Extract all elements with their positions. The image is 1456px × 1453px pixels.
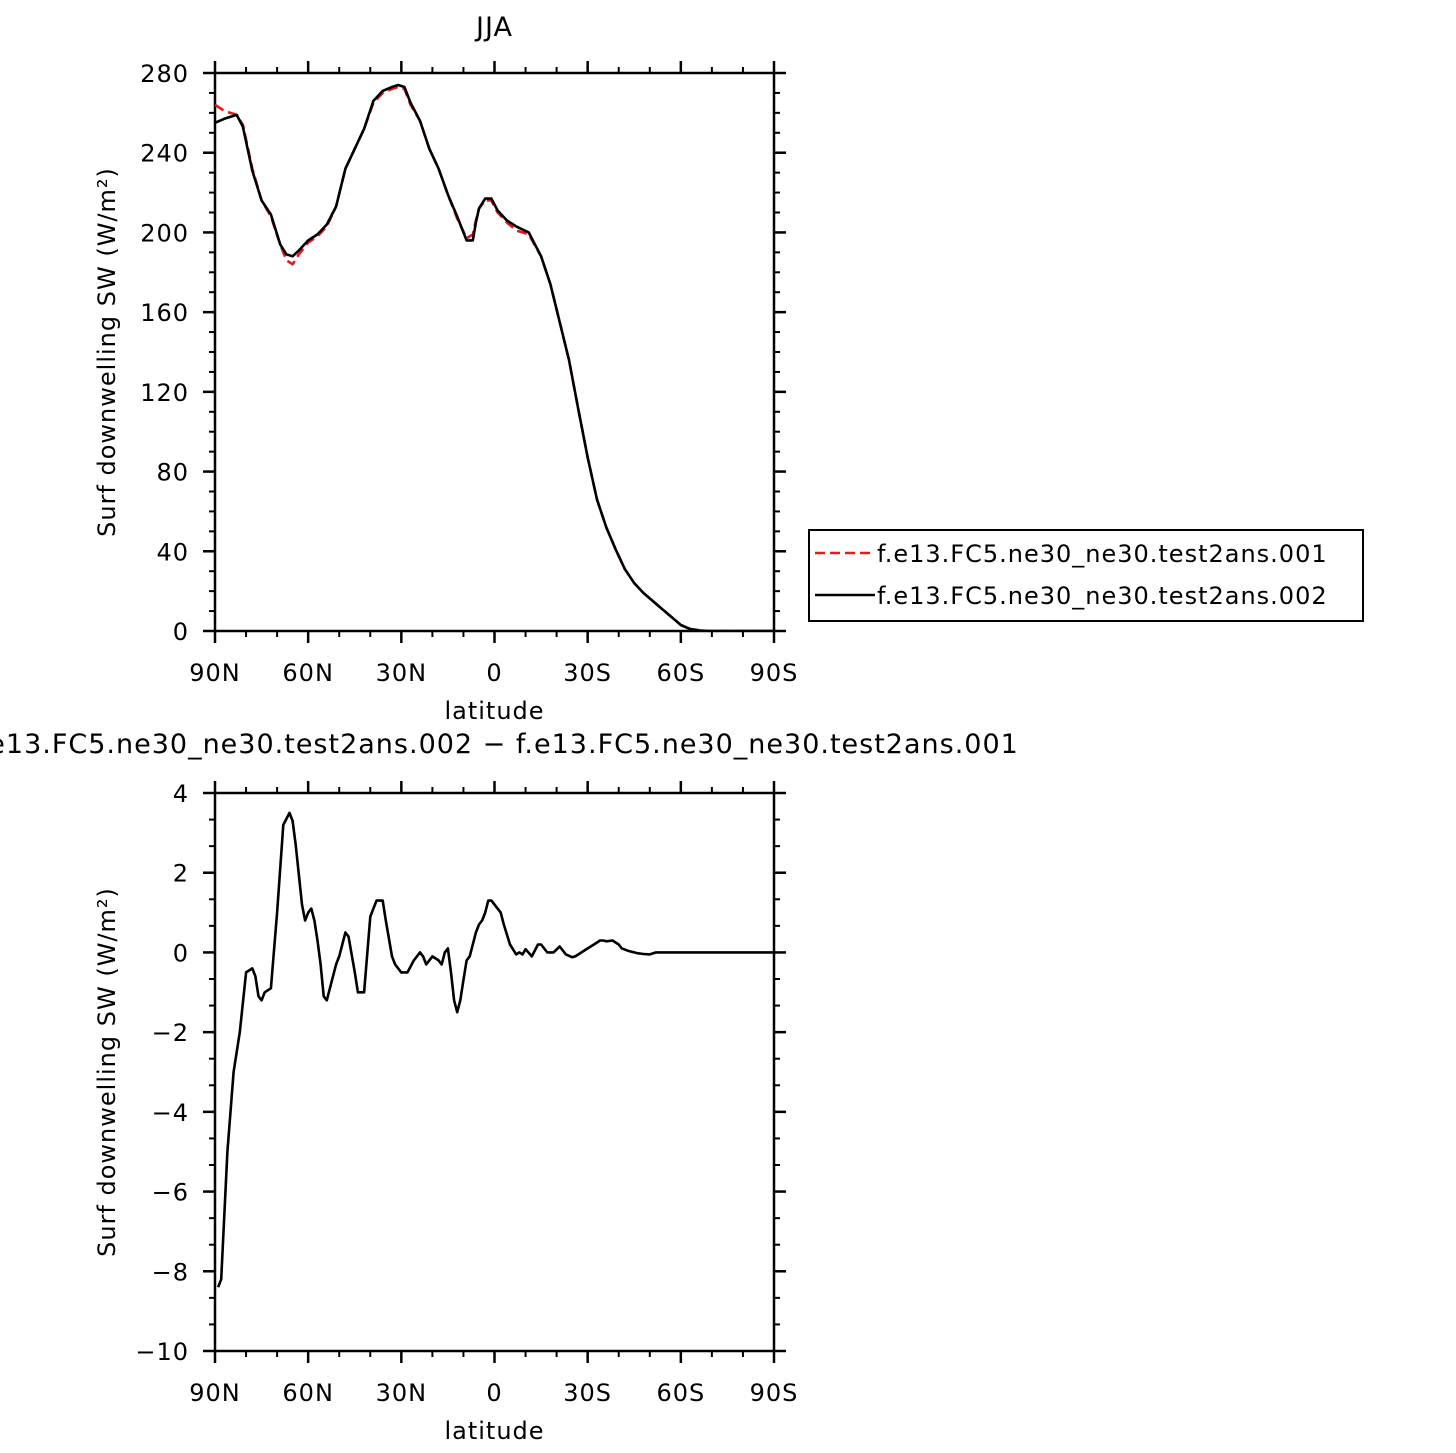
x-tick-label: 60N [282, 1379, 334, 1407]
series-line-0 [215, 85, 774, 631]
x-tick-label: 0 [486, 659, 502, 687]
x-axis-label: latitude [444, 697, 544, 725]
y-tick-label: 0 [173, 618, 189, 646]
x-tick-label: 90N [189, 659, 241, 687]
y-tick-label: 40 [156, 538, 189, 566]
chart-title: f.e13.FC5.ne30_ne30.test2ans.002 − f.e13… [0, 729, 1019, 760]
y-axis-label: Surf downwelling SW (W/m²) [93, 887, 121, 1257]
y-tick-label: 0 [173, 939, 189, 967]
panel-bottom-difference: f.e13.FC5.ne30_ne30.test2ans.002 − f.e13… [0, 729, 1019, 1445]
y-axis-label: Surf downwelling SW (W/m²) [93, 167, 121, 537]
chart-title: JJA [474, 12, 513, 43]
y-tick-label: −8 [152, 1258, 189, 1286]
y-tick-label: 2 [173, 860, 189, 888]
y-tick-label: 280 [140, 60, 189, 88]
x-tick-label: 60S [656, 659, 705, 687]
x-axis-label: latitude [444, 1417, 544, 1445]
x-tick-label: 90S [750, 1379, 799, 1407]
y-tick-label: −4 [152, 1099, 189, 1127]
legend-box [808, 529, 1364, 622]
y-tick-label: 240 [140, 140, 189, 168]
y-tick-label: 120 [140, 379, 189, 407]
y-tick-label: 160 [140, 299, 189, 327]
x-tick-label: 60S [656, 1379, 705, 1407]
panel-top-jja: JJA 90N 60N 30N 0 30S 60S 90S 0 40 80 120 160 200 240 2… [93, 12, 1364, 725]
x-tick-label: 30N [376, 1379, 428, 1407]
legend-label: f.e13.FC5.ne30_ne30.test2ans.002 [877, 582, 1328, 610]
y-tick-label: 4 [173, 780, 189, 808]
x-tick-label: 30S [563, 1379, 612, 1407]
x-tick-label: 60N [282, 659, 334, 687]
x-tick-label: 90S [750, 659, 799, 687]
x-tick-label: 30N [376, 659, 428, 687]
y-tick-label: −6 [152, 1179, 189, 1207]
plot-frame [213, 71, 776, 633]
series-line-1 [215, 83, 774, 631]
x-tick-label: 30S [563, 659, 612, 687]
series-line-0 [216, 811, 774, 1288]
y-tick-label: −10 [135, 1338, 189, 1366]
legend: f.e13.FC5.ne30_ne30.test2ans.001 f.e13.FC… [808, 529, 1364, 622]
y-tick-label: 200 [140, 219, 189, 247]
x-tick-label: 90N [189, 1379, 241, 1407]
y-tick-label: −2 [152, 1019, 189, 1047]
legend-label: f.e13.FC5.ne30_ne30.test2ans.001 [877, 540, 1328, 568]
y-tick-label: 80 [156, 459, 189, 487]
x-tick-label: 0 [486, 1379, 502, 1407]
